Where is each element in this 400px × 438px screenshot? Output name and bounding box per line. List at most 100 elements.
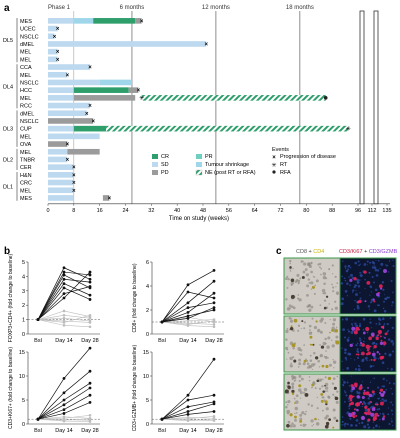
progression-marker: × (66, 157, 70, 163)
ihc-cell (291, 382, 295, 386)
ihc-cell (296, 279, 299, 281)
if-positive-cell (358, 386, 362, 391)
y-tick-label: 15 (19, 350, 25, 356)
ihc-cell (309, 359, 313, 362)
bar-segment-sd (48, 64, 90, 70)
ihc-cell (310, 281, 314, 285)
if-positive-cell (372, 416, 377, 421)
if-nucleus (373, 264, 375, 266)
progression-marker: × (72, 188, 76, 194)
ihc-stained-cell (284, 389, 289, 394)
if-nucleus (369, 301, 373, 304)
ihc-cell (336, 293, 339, 296)
ihc-cell (313, 292, 316, 295)
if-nucleus (369, 294, 371, 296)
if-nucleus (383, 309, 387, 313)
ihc-stained-cell (329, 331, 331, 334)
data-point-responder (62, 270, 66, 274)
ihc-stained-cell (325, 295, 329, 298)
if-nucleus (344, 425, 346, 427)
data-point-responder (62, 282, 66, 285)
data-point-responder (62, 408, 66, 411)
if-nucleus (388, 296, 391, 299)
ihc-stained-cell (324, 384, 326, 387)
if-nucleus (387, 367, 389, 370)
if-nucleus (343, 400, 346, 403)
if-nucleus (354, 424, 358, 427)
ihc-cell (308, 324, 312, 328)
if-positive-cell (370, 401, 373, 404)
if-nucleus (346, 282, 349, 285)
ihc-cell (299, 424, 302, 427)
x-tick-label: Day 28 (81, 428, 98, 434)
if-positive-cell (376, 403, 379, 406)
if-nucleus (343, 380, 346, 384)
data-point-responder (186, 317, 190, 320)
if-nucleus (345, 358, 348, 361)
ihc-stained-cell (304, 392, 309, 397)
data-point-responder (62, 412, 66, 415)
ihc-cell (322, 341, 327, 346)
x-tick-label: 80 (303, 208, 309, 214)
x-tick-label: 72 (277, 208, 283, 214)
if-positive-cell (374, 403, 377, 406)
ihc-stained-cell (301, 275, 305, 279)
if-nucleus (364, 279, 366, 281)
x-tick-label: Bsl (158, 428, 166, 434)
if-nucleus (373, 281, 375, 284)
if-nucleus (344, 348, 347, 352)
ihc-cell (319, 378, 323, 382)
ihc-cell (289, 319, 294, 323)
if-nucleus (386, 331, 389, 334)
if-nucleus (354, 261, 358, 265)
ihc-cell (286, 275, 289, 278)
if-positive-cell (376, 351, 379, 354)
data-point-other (62, 316, 66, 320)
if-nucleus (380, 262, 384, 266)
if-nucleus (387, 333, 389, 335)
if-nucleus (391, 392, 394, 395)
if-nucleus (391, 301, 394, 304)
data-point-responder (212, 291, 216, 295)
ihc-cell (302, 423, 306, 427)
bar-segment-pd (128, 87, 139, 93)
x-tick-label: 48 (200, 208, 206, 214)
ihc-stained-cell (303, 359, 307, 363)
ihc-cell (305, 358, 307, 361)
if-nucleus (348, 405, 351, 408)
if-positive-cell (376, 292, 380, 297)
legend-item: NE (post RT or RFA) (205, 170, 256, 176)
if-nucleus (387, 338, 391, 341)
ihc-cell (313, 351, 316, 355)
x-tick-label: 64 (252, 208, 258, 214)
ihc-cell (322, 378, 324, 381)
legend-x-icon: × (272, 155, 276, 161)
y-tick-label: 4 (146, 284, 149, 290)
if-nucleus (350, 323, 353, 325)
data-point-responder (212, 279, 216, 283)
if-nucleus (369, 321, 372, 324)
data-point-responder (88, 298, 92, 301)
if-nucleus (376, 424, 378, 426)
if-positive-cell (377, 334, 380, 337)
progression-marker: × (66, 73, 70, 79)
y-tick-label: 0 (22, 422, 25, 428)
if-positive-cell (355, 353, 358, 356)
y-tick-label: 0 (22, 332, 25, 338)
ihc-cell (331, 308, 334, 311)
ihc-cell (308, 376, 311, 378)
data-point-responder (212, 393, 216, 397)
bar-segment-sd (48, 179, 74, 186)
if-nucleus (359, 272, 362, 274)
if-nucleus (357, 260, 360, 263)
if-nucleus (390, 387, 392, 390)
ihc-stained-cell (321, 364, 325, 368)
ihc-stained-cell (290, 294, 295, 299)
ihc-cell (331, 339, 333, 342)
progression-marker: × (72, 165, 76, 171)
if-positive-cell (353, 330, 358, 335)
if-nucleus (391, 350, 394, 353)
if-nucleus (354, 284, 356, 286)
if-nucleus (377, 386, 380, 389)
if-nucleus (366, 332, 369, 334)
